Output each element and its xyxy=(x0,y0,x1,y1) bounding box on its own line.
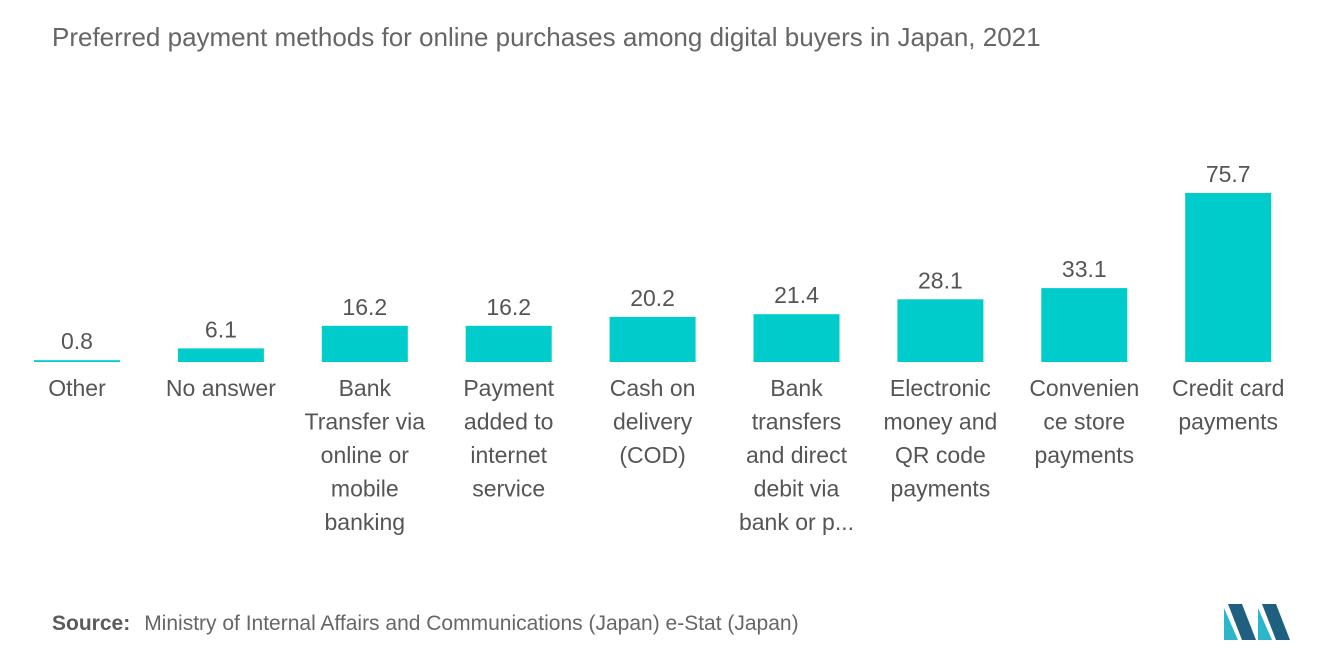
source-text: Ministry of Internal Affairs and Communi… xyxy=(144,612,799,635)
category-label-line: payments xyxy=(891,476,991,502)
value-label-4: 20.2 xyxy=(630,285,675,311)
category-label-line: No answer xyxy=(166,375,276,401)
value-label-7: 33.1 xyxy=(1062,256,1107,282)
category-label-line: banking xyxy=(325,509,406,535)
category-label-line: Bank xyxy=(770,375,823,401)
source-label: Source: xyxy=(52,612,131,635)
category-label-line: added to xyxy=(464,409,554,435)
category-label-0: Other xyxy=(48,375,106,401)
bar-8 xyxy=(1185,193,1272,362)
value-label-2: 16.2 xyxy=(342,294,387,320)
bar-5 xyxy=(753,314,840,362)
value-labels-group: 0.8 6.1 16.2 16.2 20.2 21.4 28.1 33.1 75.7 xyxy=(61,161,1251,354)
category-label-line: Bank xyxy=(339,375,392,401)
bar-3 xyxy=(465,325,552,362)
value-label-6: 28.1 xyxy=(918,267,963,293)
category-label-line: Payment xyxy=(463,375,554,401)
category-label-line: ce store xyxy=(1043,409,1125,435)
category-label-line: (COD) xyxy=(619,442,685,468)
value-label-0: 0.8 xyxy=(61,328,93,354)
category-label-8: Credit card payments xyxy=(1172,375,1284,435)
category-label-line: Cash on xyxy=(610,375,696,401)
category-label-line: money and xyxy=(883,409,997,435)
bars-group xyxy=(34,193,1272,362)
category-label-line: online or xyxy=(321,442,410,468)
category-label-1: No answer xyxy=(166,375,276,401)
bar-0 xyxy=(34,360,120,362)
bar-2 xyxy=(321,325,408,362)
category-label-line: service xyxy=(472,476,545,502)
category-label-line: Transfer via xyxy=(305,409,426,435)
category-label-line: Credit card xyxy=(1172,375,1284,401)
category-label-line: Other xyxy=(48,375,106,401)
category-labels-group: Other No answer Bank Transfer via online or m… xyxy=(48,375,1284,535)
category-label-line: internet xyxy=(470,442,547,468)
bar-chart: 0.8 6.1 16.2 16.2 20.2 21.4 28.1 33.1 75.7 Other… xyxy=(34,161,1284,535)
category-label-line: and direct xyxy=(746,442,848,468)
chart-title: Preferred payment methods for online pur… xyxy=(52,22,1041,52)
value-label-5: 21.4 xyxy=(774,282,819,308)
category-label-5: Bank transfers and direct debit via bank or … xyxy=(739,375,854,535)
category-label-2: Bank Transfer via online or mobile banking xyxy=(305,375,426,535)
category-label-line: transfers xyxy=(752,409,841,435)
bar-6 xyxy=(897,299,984,362)
category-label-line: Electronic xyxy=(890,375,991,401)
category-label-line: payments xyxy=(1178,409,1278,435)
category-label-7: Convenien ce store payments xyxy=(1029,375,1139,468)
category-label-line: mobile xyxy=(331,476,399,502)
category-label-line: bank or p... xyxy=(739,509,854,535)
category-label-line: debit via xyxy=(754,476,840,502)
category-label-line: Convenien xyxy=(1029,375,1139,401)
bar-7 xyxy=(1041,288,1128,362)
category-label-3: Payment added to internet service xyxy=(463,375,554,502)
bar-1 xyxy=(177,348,264,362)
category-label-line: QR code xyxy=(895,442,986,468)
value-label-1: 6.1 xyxy=(205,316,237,342)
category-label-line: delivery xyxy=(613,409,693,435)
source-note: Source: Ministry of Internal Affairs and … xyxy=(52,612,799,636)
bar-4 xyxy=(609,316,696,362)
category-label-line: payments xyxy=(1034,442,1134,468)
category-label-4: Cash on delivery (COD) xyxy=(610,375,696,468)
value-label-8: 75.7 xyxy=(1206,161,1251,187)
category-label-6: Electronic money and QR code payments xyxy=(883,375,997,502)
mordor-intelligence-logo-icon xyxy=(1224,604,1290,640)
value-label-3: 16.2 xyxy=(486,294,531,320)
